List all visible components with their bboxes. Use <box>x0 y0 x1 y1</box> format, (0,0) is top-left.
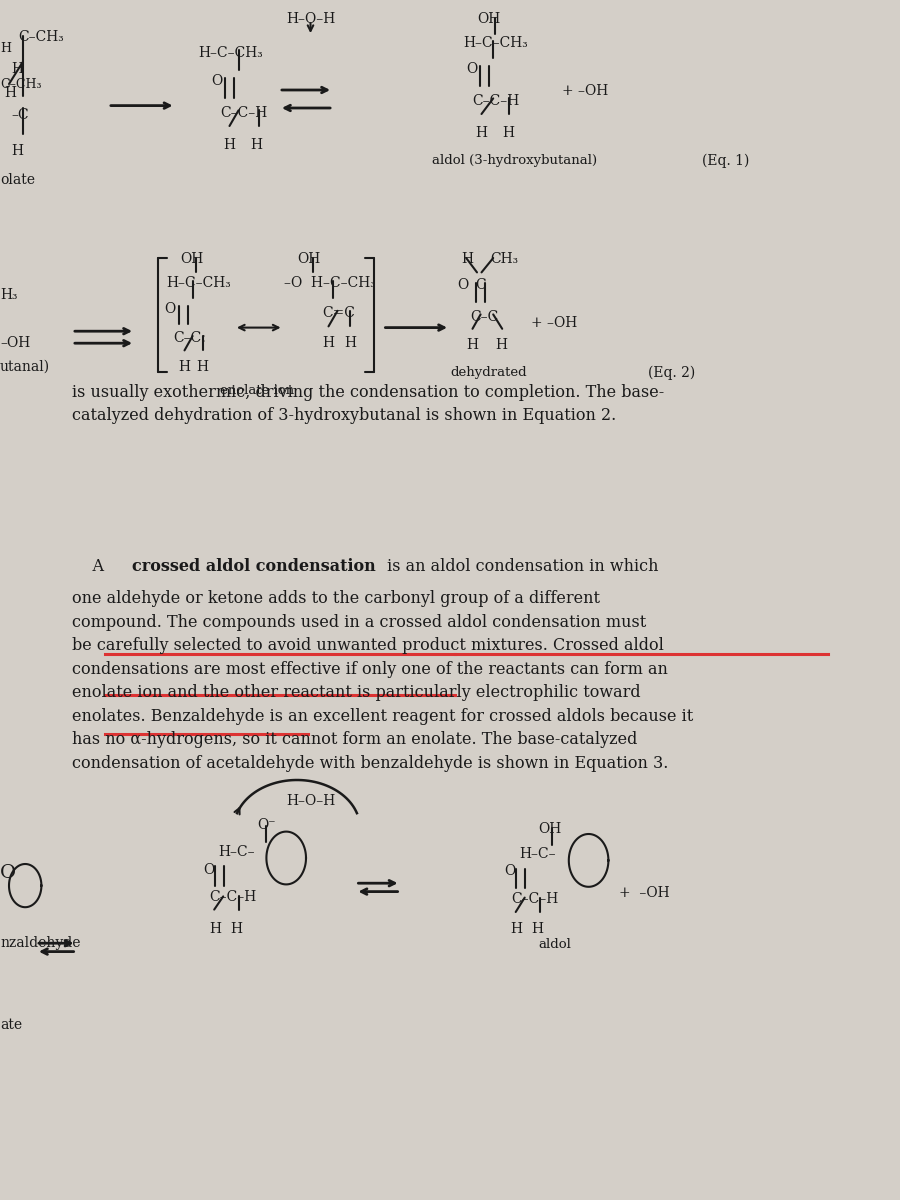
Text: C–C:: C–C: <box>173 331 206 346</box>
Text: A: A <box>72 558 109 575</box>
Text: H: H <box>223 138 235 152</box>
Text: H–C–CH₃: H–C–CH₃ <box>464 36 528 50</box>
Text: O: O <box>504 864 515 878</box>
Text: C–C: C–C <box>470 310 498 324</box>
Text: O: O <box>457 278 468 293</box>
Text: OH: OH <box>538 822 562 836</box>
Text: H₃: H₃ <box>0 288 17 302</box>
Text: enolate ion: enolate ion <box>220 384 294 397</box>
Text: H: H <box>4 86 16 101</box>
Text: H: H <box>196 360 208 374</box>
Text: is an aldol condensation in which: is an aldol condensation in which <box>382 558 659 575</box>
Text: C–C–H: C–C–H <box>472 94 520 108</box>
Text: olate: olate <box>0 173 35 187</box>
Text: H: H <box>322 336 334 350</box>
Text: CH₃: CH₃ <box>491 252 518 266</box>
Text: –O  H–C–CH₃: –O H–C–CH₃ <box>284 276 375 290</box>
Text: one aldehyde or ketone adds to the carbonyl group of a different
compound. The c: one aldehyde or ketone adds to the carbo… <box>72 590 693 772</box>
Text: H–C–: H–C– <box>519 847 556 862</box>
Text: H: H <box>12 144 23 158</box>
Text: + –OH: + –OH <box>531 316 577 330</box>
Text: dehydrated: dehydrated <box>450 366 526 379</box>
Text: C–CH₃: C–CH₃ <box>18 30 64 44</box>
Text: O⁻: O⁻ <box>257 818 276 833</box>
Text: O: O <box>212 74 223 89</box>
Text: H: H <box>475 126 487 140</box>
Text: H–O–H: H–O–H <box>286 12 335 26</box>
Text: –C: –C <box>12 108 30 122</box>
Text: crossed aldol condensation: crossed aldol condensation <box>132 558 376 575</box>
Text: C–C–H: C–C–H <box>511 892 558 906</box>
Text: H: H <box>495 338 507 353</box>
Text: H: H <box>178 360 190 374</box>
Text: C–CH₃: C–CH₃ <box>0 78 41 91</box>
Text: +  –OH: + –OH <box>619 886 670 900</box>
Text: C–C–H: C–C–H <box>220 106 268 120</box>
Text: H: H <box>250 138 262 152</box>
Text: H: H <box>531 922 543 936</box>
Text: H: H <box>230 922 242 936</box>
Text: C: C <box>475 278 486 293</box>
Text: H–C–: H–C– <box>218 845 255 859</box>
Text: H: H <box>466 338 478 353</box>
Text: O: O <box>203 863 215 877</box>
Text: H: H <box>461 252 472 266</box>
Text: OH: OH <box>297 252 320 266</box>
Text: O: O <box>466 62 477 77</box>
Text: ate: ate <box>0 1018 22 1032</box>
Text: H: H <box>510 922 522 936</box>
Text: H–O–H: H–O–H <box>286 794 335 809</box>
Text: (Eq. 2): (Eq. 2) <box>648 366 695 380</box>
Text: nzaldehyde: nzaldehyde <box>0 936 80 950</box>
Text: aldol: aldol <box>538 938 572 952</box>
Text: H–C–CH₃: H–C–CH₃ <box>166 276 231 290</box>
Text: H–C–CH₃: H–C–CH₃ <box>198 46 263 60</box>
Text: (Eq. 1): (Eq. 1) <box>702 154 750 168</box>
Text: C=C: C=C <box>322 306 356 320</box>
Text: OH: OH <box>477 12 500 26</box>
Text: O: O <box>165 302 176 317</box>
Text: C–C–H: C–C–H <box>209 890 256 905</box>
Text: aldol (3-hydroxybutanal): aldol (3-hydroxybutanal) <box>432 154 597 167</box>
Text: H: H <box>344 336 356 350</box>
Text: is usually exothermic, driving the condensation to completion. The base-
catalyz: is usually exothermic, driving the conde… <box>72 384 664 425</box>
Text: –OH: –OH <box>0 336 31 350</box>
Text: H: H <box>0 42 11 55</box>
Text: H: H <box>11 62 22 77</box>
Text: + –OH: + –OH <box>562 84 608 98</box>
Text: O: O <box>0 864 16 882</box>
Text: H: H <box>502 126 514 140</box>
Text: utanal): utanal) <box>0 360 50 374</box>
Text: OH: OH <box>180 252 203 266</box>
Text: H: H <box>209 922 220 936</box>
